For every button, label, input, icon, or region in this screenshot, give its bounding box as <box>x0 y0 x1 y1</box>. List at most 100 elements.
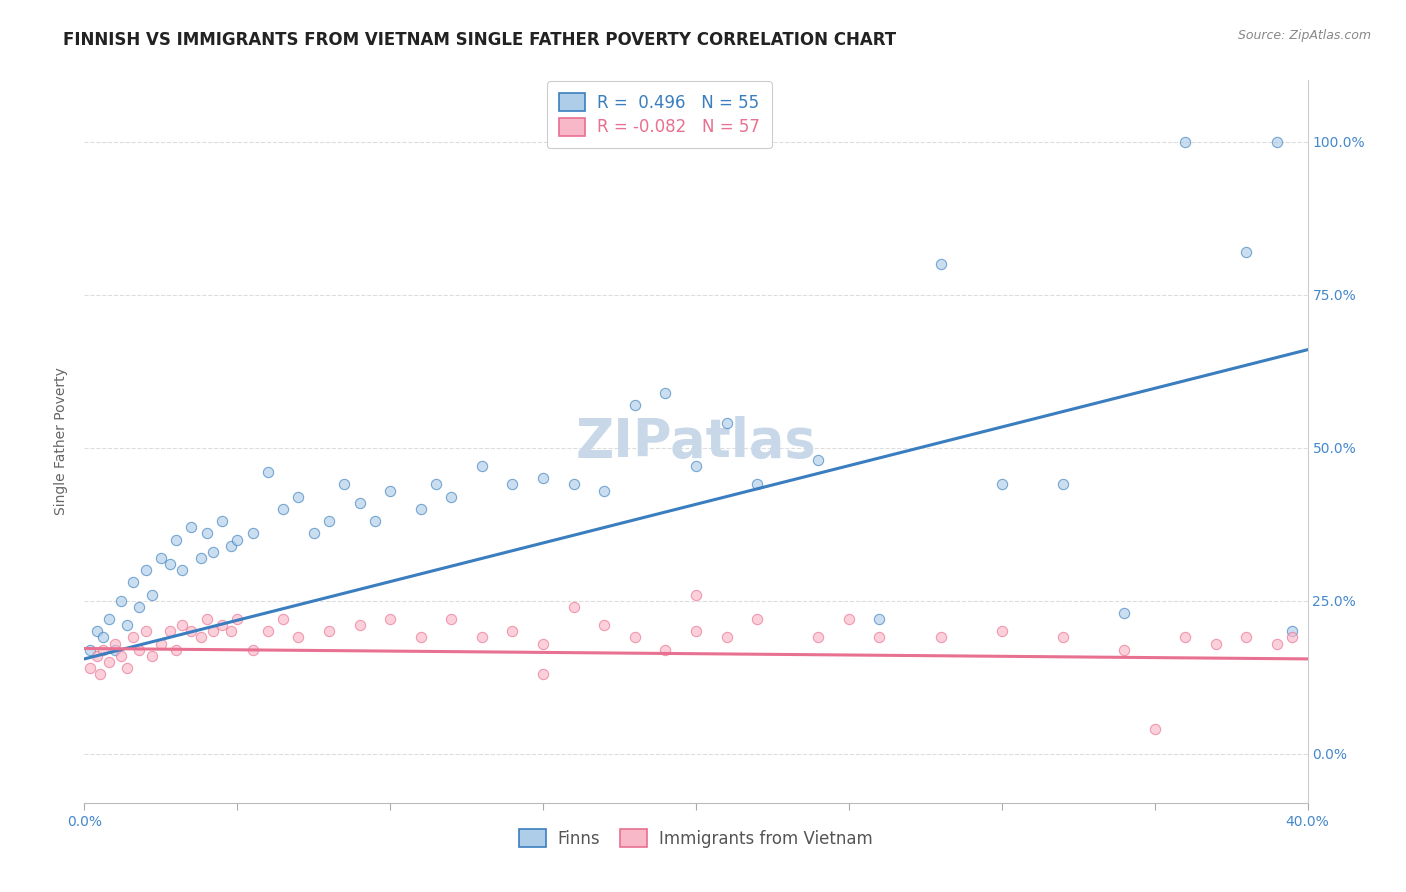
Point <box>380 612 402 626</box>
Point <box>318 624 340 639</box>
Point <box>115 661 138 675</box>
Point <box>190 550 212 565</box>
Point <box>747 477 769 491</box>
Point <box>159 624 181 639</box>
Point <box>135 563 157 577</box>
Point <box>502 624 524 639</box>
Point <box>685 624 707 639</box>
Point <box>807 453 830 467</box>
Point <box>201 545 224 559</box>
Point <box>531 471 554 485</box>
Point <box>104 642 127 657</box>
Point <box>115 618 138 632</box>
Point <box>624 398 647 412</box>
Point <box>991 624 1014 639</box>
Point <box>409 502 432 516</box>
Point <box>1143 723 1166 737</box>
Point <box>929 257 952 271</box>
Point <box>219 539 242 553</box>
Point <box>531 637 554 651</box>
Point <box>562 599 585 614</box>
Point <box>226 612 249 626</box>
Point <box>257 465 280 479</box>
Point <box>242 642 264 657</box>
Point <box>165 642 187 657</box>
Point <box>141 648 163 663</box>
Point <box>172 563 194 577</box>
Point <box>838 612 860 626</box>
Point <box>226 533 249 547</box>
Point <box>257 624 280 639</box>
Point <box>86 624 108 639</box>
Point <box>271 502 294 516</box>
Point <box>1205 637 1227 651</box>
Point <box>128 642 150 657</box>
Point <box>1114 642 1136 657</box>
Point <box>1265 637 1288 651</box>
Point <box>135 624 157 639</box>
Point <box>159 557 181 571</box>
Legend: Finns, Immigrants from Vietnam: Finns, Immigrants from Vietnam <box>508 817 884 860</box>
Point <box>747 612 769 626</box>
Point <box>807 631 830 645</box>
Point <box>1236 631 1258 645</box>
Point <box>1114 606 1136 620</box>
Point <box>1265 135 1288 149</box>
Point <box>624 631 647 645</box>
Point <box>349 496 371 510</box>
Point <box>110 648 132 663</box>
Text: Source: ZipAtlas.com: Source: ZipAtlas.com <box>1237 29 1371 42</box>
Text: ZIPatlas: ZIPatlas <box>575 416 817 467</box>
Point <box>195 526 218 541</box>
Point <box>79 642 101 657</box>
Point <box>349 618 371 632</box>
Point <box>929 631 952 645</box>
Point <box>1281 624 1303 639</box>
Point <box>333 477 356 491</box>
Point <box>110 593 132 607</box>
Point <box>97 655 120 669</box>
Point <box>531 667 554 681</box>
Point <box>409 631 432 645</box>
Point <box>91 642 114 657</box>
Point <box>318 514 340 528</box>
Point <box>364 514 387 528</box>
Point <box>685 458 707 473</box>
Point <box>211 514 233 528</box>
Point <box>122 631 145 645</box>
Point <box>425 477 447 491</box>
Point <box>380 483 402 498</box>
Point <box>242 526 264 541</box>
Point <box>1236 244 1258 259</box>
Point <box>287 631 309 645</box>
Point <box>180 520 202 534</box>
Point <box>991 477 1014 491</box>
Point <box>211 618 233 632</box>
Point <box>1052 477 1074 491</box>
Point <box>122 575 145 590</box>
Point <box>1052 631 1074 645</box>
Point <box>593 618 616 632</box>
Point <box>654 385 676 400</box>
Point <box>165 533 187 547</box>
Point <box>1281 631 1303 645</box>
Point <box>440 490 463 504</box>
Point <box>172 618 194 632</box>
Point <box>219 624 242 639</box>
Point <box>685 588 707 602</box>
Point <box>149 550 172 565</box>
Point <box>716 416 738 430</box>
Point <box>471 631 494 645</box>
Point <box>128 599 150 614</box>
Point <box>271 612 294 626</box>
Point <box>190 631 212 645</box>
Point <box>89 667 111 681</box>
Point <box>104 637 127 651</box>
Point <box>1174 631 1197 645</box>
Point <box>593 483 616 498</box>
Point <box>471 458 494 473</box>
Point <box>79 661 101 675</box>
Point <box>869 612 891 626</box>
Text: FINNISH VS IMMIGRANTS FROM VIETNAM SINGLE FATHER POVERTY CORRELATION CHART: FINNISH VS IMMIGRANTS FROM VIETNAM SINGL… <box>63 31 897 49</box>
Point <box>287 490 309 504</box>
